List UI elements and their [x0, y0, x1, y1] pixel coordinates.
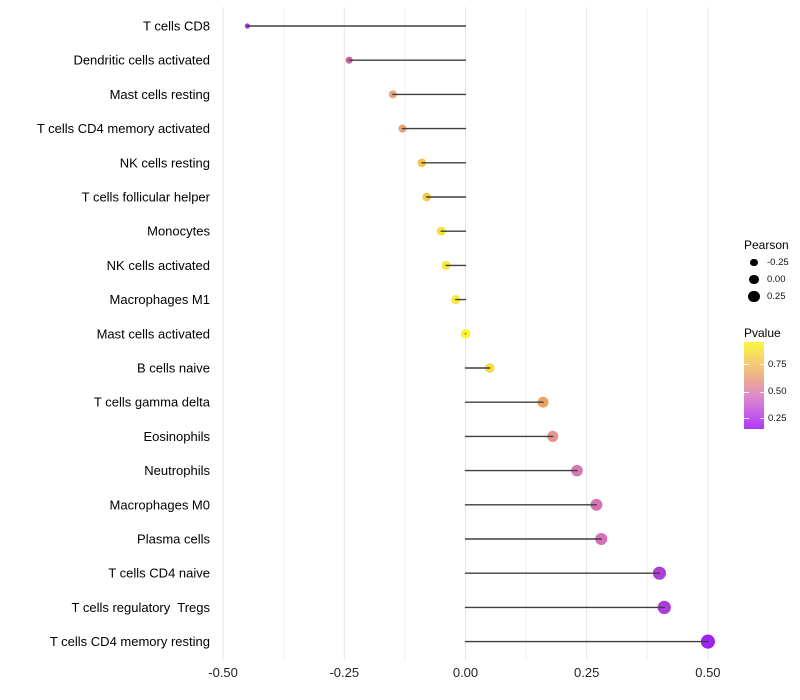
y-axis-label: T cells CD4 memory resting — [50, 634, 210, 649]
x-axis-tick-label: 0.00 — [453, 665, 478, 680]
y-axis-label: T cells CD4 memory activated — [37, 121, 210, 136]
y-axis-label: Dendritic cells activated — [73, 53, 210, 68]
y-axis-label: Neutrophils — [144, 463, 210, 478]
y-axis-label: T cells CD8 — [143, 19, 210, 34]
y-axis-label: NK cells resting — [120, 155, 210, 170]
y-axis-label: T cells regulatory Tregs — [72, 600, 211, 615]
axis-labels: T cells CD8 Dendritic cells activated Mast… — [37, 19, 721, 681]
y-axis-label: NK cells activated — [107, 258, 210, 273]
y-axis-label: T cells CD4 naive — [108, 566, 210, 581]
y-axis-label: T cells follicular helper — [82, 190, 211, 205]
y-axis-label: Macrophages M1 — [110, 292, 210, 307]
y-axis-label: Mast cells activated — [97, 326, 210, 341]
y-axis-label: Monocytes — [147, 224, 210, 239]
y-axis-label: Mast cells resting — [110, 87, 210, 102]
lollipop-stems — [246, 25, 709, 643]
x-axis-tick-label: 0.25 — [574, 665, 599, 680]
y-axis-label: Eosinophils — [144, 429, 211, 444]
x-axis-tick-label: 0.50 — [695, 665, 720, 680]
x-axis-tick-label: -0.25 — [329, 665, 359, 680]
x-axis-tick-label: -0.50 — [208, 665, 238, 680]
y-axis-label: B cells naive — [137, 361, 210, 376]
y-axis-label: Macrophages M0 — [110, 497, 210, 512]
gridlines — [222, 7, 709, 660]
lollipop-dots — [244, 23, 715, 649]
y-axis-label: Plasma cells — [137, 532, 210, 547]
y-axis-label: T cells gamma delta — [94, 395, 211, 410]
